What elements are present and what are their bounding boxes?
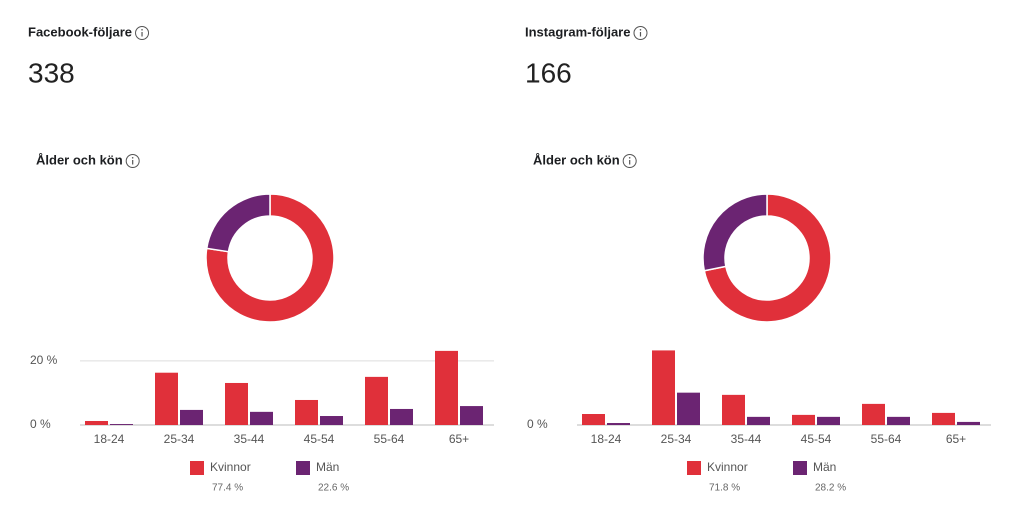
x-tick-label: 55-64 (871, 432, 902, 446)
legend-value: 22.6 % (318, 483, 349, 494)
x-tick-label: 45-54 (304, 432, 335, 446)
bar (722, 394, 745, 425)
x-tick-label: 55-64 (374, 432, 405, 446)
bar (180, 409, 203, 425)
legend-swatch (190, 461, 204, 475)
section-title: Ålder och kön (36, 152, 123, 167)
bar (887, 416, 910, 425)
follower-count: 166 (525, 57, 572, 88)
x-tick-label: 35-44 (234, 432, 265, 446)
info-dot (639, 29, 642, 31)
bar (652, 350, 675, 425)
x-tick-label: 18-24 (94, 432, 125, 446)
bar (390, 408, 413, 425)
bar (110, 424, 133, 425)
bar (155, 372, 178, 425)
x-tick-label: 35-44 (731, 432, 762, 446)
legend-swatch (296, 461, 310, 475)
bar (862, 403, 885, 425)
donut-slice (205, 193, 271, 253)
y-tick-label: 20 % (30, 353, 58, 367)
x-tick-label: 45-54 (801, 432, 832, 446)
panel-title: Instagram-följare (525, 24, 630, 39)
bar (607, 423, 630, 425)
info-circle (622, 154, 637, 168)
info-dot (131, 157, 134, 159)
info-circle (633, 26, 648, 40)
bar (747, 416, 770, 425)
info-circle (135, 26, 150, 40)
legend-value: 71.8 % (709, 483, 740, 494)
section-title: Ålder och kön (533, 152, 620, 167)
legend-value: 77.4 % (212, 483, 243, 494)
y-tick-label: 0 % (30, 417, 51, 431)
bar (677, 392, 700, 425)
bar (435, 350, 458, 425)
x-tick-label: 25-34 (164, 432, 195, 446)
info-circle (125, 154, 140, 168)
legend-label: Män (316, 460, 339, 474)
legend-swatch (687, 461, 701, 475)
donut-slice (703, 193, 832, 323)
legend-label: Kvinnor (210, 460, 251, 474)
info-icon (125, 154, 140, 168)
y-tick-label: 0 % (527, 417, 548, 431)
x-tick-label: 25-34 (661, 432, 692, 446)
bar (295, 399, 318, 425)
bar (932, 412, 955, 425)
bar (792, 414, 815, 425)
x-tick-label: 18-24 (591, 432, 622, 446)
info-icon (622, 154, 637, 168)
bar (582, 414, 605, 425)
legend-value: 28.2 % (815, 483, 846, 494)
bar (250, 411, 273, 425)
donut-slice (205, 193, 335, 323)
legend-label: Kvinnor (707, 460, 748, 474)
donut-slice (702, 193, 768, 272)
follower-count: 338 (28, 57, 75, 88)
info-dot (141, 29, 143, 31)
x-tick-label: 65+ (449, 432, 469, 446)
legend-swatch (793, 461, 807, 475)
info-dot (628, 157, 631, 159)
bar (460, 406, 483, 425)
bar (320, 416, 343, 425)
bar (365, 376, 388, 425)
info-icon (135, 26, 150, 40)
legend-label: Män (813, 460, 836, 474)
info-icon (633, 26, 648, 40)
panel-title: Facebook-följare (28, 24, 132, 39)
x-tick-label: 65+ (946, 432, 966, 446)
bar (957, 421, 980, 425)
bar (225, 382, 248, 425)
bar (817, 416, 840, 425)
bar (85, 420, 108, 425)
